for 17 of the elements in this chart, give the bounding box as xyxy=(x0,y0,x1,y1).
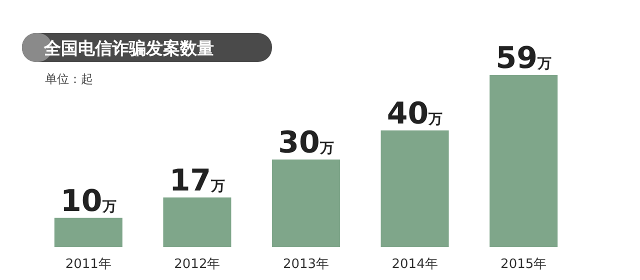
data-label: 40万 xyxy=(386,96,443,132)
x-tick-label: 2015年 xyxy=(500,257,547,272)
x-tick-label: 2014年 xyxy=(392,257,438,272)
bar xyxy=(490,75,558,247)
chart-title: 全国电信诈骗发案数量 xyxy=(43,38,214,59)
data-label: 10万 xyxy=(60,184,116,219)
bar xyxy=(163,197,232,247)
data-label: 30万 xyxy=(278,126,334,161)
bar xyxy=(380,130,449,247)
x-tick-label: 2011年 xyxy=(65,257,112,272)
chart-subtitle: 单位：起 xyxy=(45,72,93,86)
data-label: 59万 xyxy=(496,41,552,76)
x-tick-label: 2012年 xyxy=(174,257,220,272)
data-label: 17万 xyxy=(169,163,226,198)
bar xyxy=(54,218,122,247)
bar xyxy=(272,160,340,247)
x-tick-label: 2013年 xyxy=(282,257,330,272)
